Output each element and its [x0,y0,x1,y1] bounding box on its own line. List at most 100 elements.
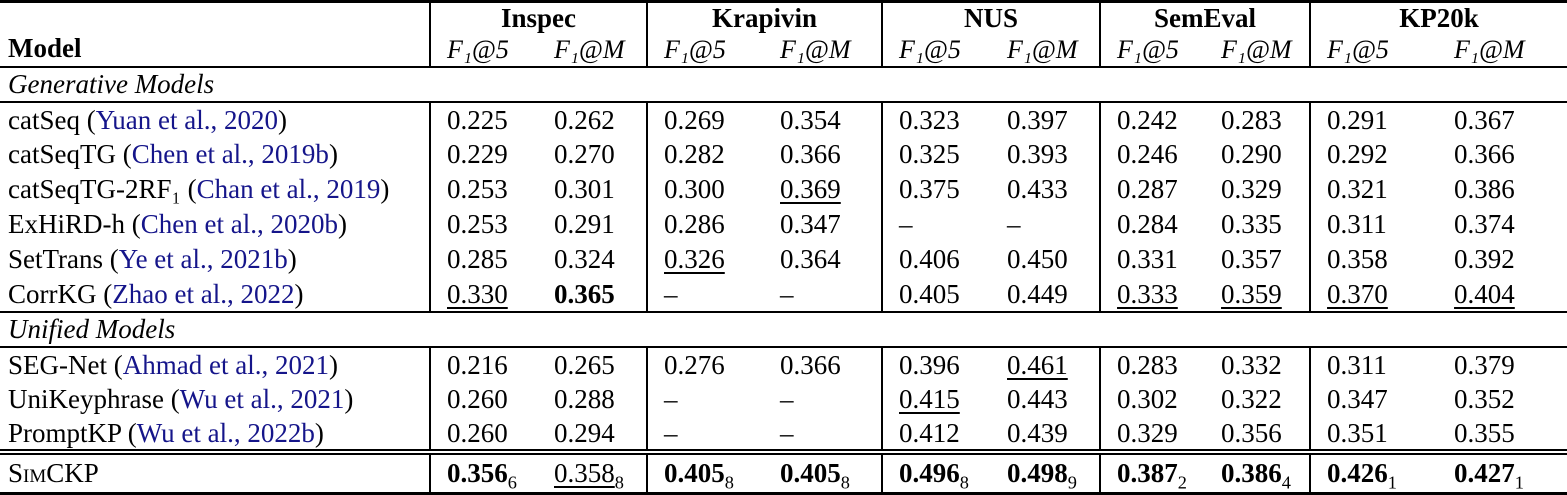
metric-value: 0.366 [780,349,841,380]
dataset-header-kp20k: KP20k [1309,1,1567,34]
metric-value: 0.246 [1117,139,1178,170]
metric-value: 0.265 [554,349,615,380]
metric-cell: 0.242 [1099,102,1206,138]
metric-value: 0.292 [1327,139,1388,170]
metric-cell: 0.351 [1309,417,1439,453]
metric-value: 0.387 [1117,458,1178,489]
metric-cell: 0.374 [1438,207,1567,242]
model-name: UniKeyphrase [8,384,164,415]
metric-cell: 0.405 [881,277,992,313]
table-row: PromptKP (Wu et al., 2022b) 0.260 0.294 – – 0… [0,417,1567,453]
dataset-header-nus: NUS [881,1,1101,34]
metric-cell: 0.393 [991,137,1100,172]
metric-cell: – [881,207,992,243]
table-row: UniKeyphrase (Wu et al., 2021) 0.260 0.288… [0,382,1567,418]
metric-cell: 0.369 [764,172,882,207]
model-name: catSeq [8,104,80,135]
metric-value: 0.311 [1327,349,1387,380]
metric-value: 0.242 [1117,104,1178,135]
citation-link[interactable]: Chen et al., 2020b [140,209,338,240]
citation-paren: ) [294,278,304,309]
metric-cell: 0.324 [538,242,647,277]
metric-value: 0.386 [1454,174,1515,205]
metric-value: 0.322 [1221,384,1282,415]
metric-cell: 0.443 [991,382,1100,417]
metric-value: – [664,384,678,415]
citation-link[interactable]: Yuan et al., 2020 [95,104,278,135]
metric-value: 0.302 [1117,384,1178,415]
metric-cell: 0.4989 [991,449,1101,494]
metric-cell: 0.358 [1309,242,1439,278]
metric-cell: 0.311 [1309,347,1439,383]
table-row: catSeqTG-2RF₁ (Chan et al., 2019) 0.253 0.… [0,172,1567,208]
model-name: catSeqTG-2RF₁ [8,174,181,205]
citation-link[interactable]: Chen et al., 2019b [131,139,329,170]
metric-cell: 0.347 [1309,382,1439,418]
citation-paren: ) [380,174,390,205]
metric-cell: 0.229 [429,137,538,173]
metric-cell: 0.284 [1099,207,1206,243]
significance-subscript: 1 [1387,472,1397,493]
metric-value: 0.412 [899,417,960,448]
metric-value: – [780,278,794,309]
citation-link[interactable]: Wu et al., 2021 [179,384,345,415]
metric-cell: 0.3864 [1205,449,1311,494]
table-body: Generative Models catSeq (Yuan et al., 20… [0,65,1567,494]
metric-value: 0.427 [1454,458,1515,489]
metric-value: 0.291 [1327,104,1388,135]
metric-value: 0.229 [447,139,508,170]
model-cell: UniKeyphrase (Wu et al., 2021) [0,382,430,417]
metric-cell: 0.225 [429,102,538,138]
citation-link[interactable]: Ahmad et al., 2021 [122,349,329,380]
model-name: catSeqTG [8,139,116,170]
metric-cell: 0.321 [1309,172,1439,208]
metric-cell: 0.260 [429,382,538,418]
metric-header-f1-m: F₁@M [1205,34,1311,68]
metric-value: – [899,209,913,240]
dataset-header-krapivin: Krapivin [646,1,883,34]
citation-paren: ( [115,139,132,170]
table-row: catSeq (Yuan et al., 2020) 0.225 0.262 0.26… [0,102,1567,138]
citation-paren: ) [287,244,297,275]
metric-cell: 0.355 [1438,417,1567,452]
table-row: SetTrans (Ye et al., 2021b) 0.285 0.324 0.3… [0,242,1567,278]
metric-value: – [1007,209,1021,240]
metric-cell: 0.311 [1309,207,1439,243]
citation-paren: ( [180,174,197,205]
metric-value: 0.426 [1327,458,1388,489]
metric-value: 0.216 [447,349,508,380]
metric-value: 0.269 [664,104,725,135]
model-cell: CorrKG (Zhao et al., 2022) [0,277,430,312]
dataset-header-semeval: SemEval [1099,1,1311,34]
metric-value: 0.405 [780,458,841,489]
metric-value: 0.439 [1007,417,1068,448]
metric-cell: 0.396 [881,347,992,383]
metric-value: 0.433 [1007,174,1068,205]
model-cell: catSeqTG (Chen et al., 2019b) [0,137,430,172]
citation-link[interactable]: Ye et al., 2021b [118,244,288,275]
metric-cell: 0.370 [1309,277,1439,313]
metric-value: 0.290 [1221,139,1282,170]
metric-cell: 0.323 [881,102,992,138]
metric-value: 0.332 [1221,349,1282,380]
metric-cell: 0.392 [1438,242,1567,277]
metric-value: 0.253 [447,174,508,205]
metric-header-f1-m: F₁@M [991,34,1101,68]
metric-cell: 0.357 [1205,242,1310,277]
metric-value: 0.450 [1007,244,1068,275]
metric-cell: 0.3588 [538,449,648,494]
metric-cell: 0.260 [429,417,538,453]
metric-cell: 0.262 [538,102,647,137]
citation-link[interactable]: Zhao et al., 2022 [112,278,295,309]
metric-cell: 0.294 [538,417,647,452]
metric-cell: 0.397 [991,102,1100,137]
metric-cell: 0.276 [646,347,765,383]
metric-value: 0.405 [664,458,725,489]
metric-value: 0.358 [1327,244,1388,275]
citation-link[interactable]: Chan et al., 2019 [196,174,381,205]
metric-value: 0.291 [554,209,615,240]
citation-link[interactable]: Wu et al., 2022b [136,417,315,448]
metric-value: 0.367 [1454,104,1515,135]
significance-subscript: 8 [724,472,734,493]
citation-paren: ) [328,139,338,170]
